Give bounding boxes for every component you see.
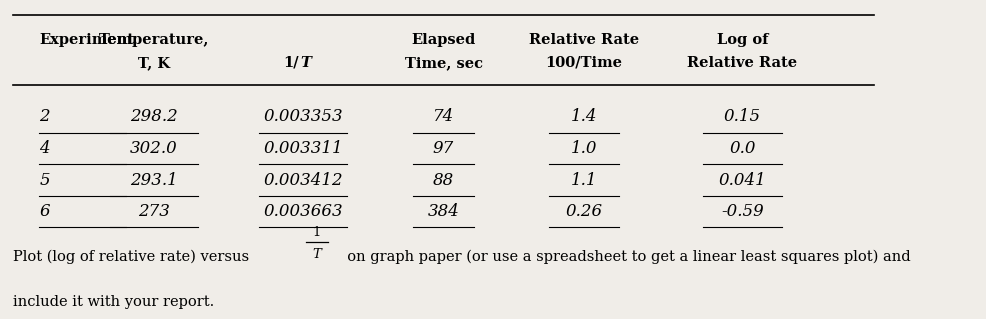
Text: T: T: [301, 56, 312, 70]
Text: 100/Time: 100/Time: [545, 56, 623, 70]
Text: 88: 88: [433, 172, 455, 189]
Text: 0.003311: 0.003311: [263, 140, 343, 157]
Text: 0.003412: 0.003412: [263, 172, 343, 189]
Text: on graph paper (or use a spreadsheet to get a linear least squares plot) and: on graph paper (or use a spreadsheet to …: [338, 250, 911, 264]
Text: 1.0: 1.0: [571, 140, 598, 157]
Text: 1.4: 1.4: [571, 108, 598, 125]
Text: Elapsed: Elapsed: [411, 33, 475, 47]
Text: Plot (log of relative rate) versus: Plot (log of relative rate) versus: [13, 250, 253, 264]
Text: T: T: [313, 248, 321, 261]
Text: Log of: Log of: [717, 33, 768, 47]
Text: -0.59: -0.59: [721, 203, 764, 220]
Text: Relative Rate: Relative Rate: [529, 33, 639, 47]
Text: Relative Rate: Relative Rate: [687, 56, 798, 70]
Text: 0.26: 0.26: [566, 203, 602, 220]
Text: Temperature,: Temperature,: [99, 33, 209, 47]
Text: 293.1: 293.1: [130, 172, 177, 189]
Text: 2: 2: [39, 108, 50, 125]
Text: 0.15: 0.15: [724, 108, 761, 125]
Text: 97: 97: [433, 140, 455, 157]
Text: 302.0: 302.0: [130, 140, 177, 157]
Text: 0.003353: 0.003353: [263, 108, 343, 125]
Text: 1.1: 1.1: [571, 172, 598, 189]
Text: 6: 6: [39, 203, 50, 220]
Text: include it with your report.: include it with your report.: [13, 295, 214, 309]
Text: 4: 4: [39, 140, 50, 157]
Text: Experiment: Experiment: [39, 33, 134, 47]
Text: 0.003663: 0.003663: [263, 203, 343, 220]
Text: 74: 74: [433, 108, 455, 125]
Text: T, K: T, K: [138, 56, 170, 70]
Text: Time, sec: Time, sec: [404, 56, 482, 70]
Text: 5: 5: [39, 172, 50, 189]
Text: 298.2: 298.2: [130, 108, 177, 125]
Text: 0.041: 0.041: [719, 172, 766, 189]
Text: 384: 384: [428, 203, 459, 220]
Text: 1/: 1/: [283, 56, 299, 70]
Text: 0.0: 0.0: [729, 140, 755, 157]
Text: 273: 273: [138, 203, 170, 220]
Text: 1: 1: [313, 226, 321, 239]
